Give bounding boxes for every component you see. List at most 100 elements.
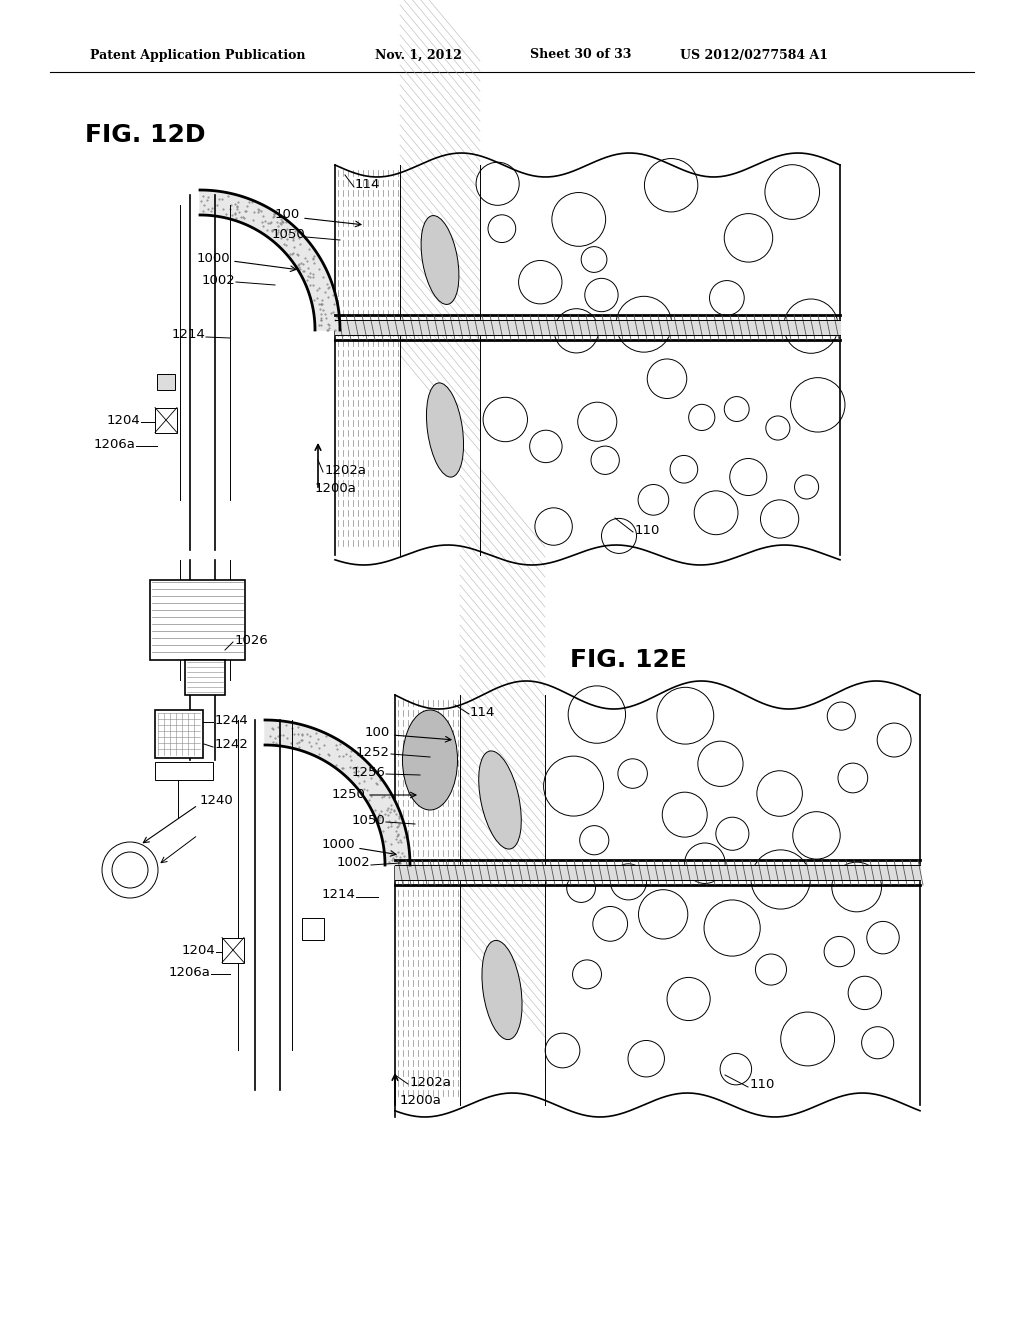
Circle shape [730, 458, 767, 495]
Text: 1050: 1050 [351, 813, 385, 826]
Ellipse shape [421, 215, 459, 305]
Text: Patent Application Publication: Patent Application Publication [90, 49, 305, 62]
Circle shape [685, 843, 725, 883]
Circle shape [756, 954, 786, 985]
Circle shape [751, 850, 810, 909]
Circle shape [861, 1027, 894, 1059]
Text: 114: 114 [470, 705, 496, 718]
Circle shape [716, 817, 749, 850]
Ellipse shape [426, 383, 464, 477]
Text: 1244: 1244 [215, 714, 249, 726]
Text: 1000: 1000 [197, 252, 230, 264]
Circle shape [783, 300, 838, 354]
Polygon shape [335, 319, 840, 335]
Circle shape [766, 416, 790, 440]
Circle shape [663, 792, 708, 837]
Text: 1214: 1214 [171, 329, 205, 342]
Circle shape [529, 430, 562, 462]
Circle shape [582, 247, 607, 272]
FancyBboxPatch shape [155, 710, 203, 758]
Text: Nov. 1, 2012: Nov. 1, 2012 [375, 49, 462, 62]
Text: 1214: 1214 [322, 888, 355, 902]
Circle shape [795, 475, 818, 499]
Text: 1252: 1252 [356, 746, 390, 759]
Circle shape [535, 508, 572, 545]
Circle shape [780, 1012, 835, 1065]
Polygon shape [480, 165, 840, 554]
Text: 114: 114 [355, 178, 380, 191]
Text: 100: 100 [274, 209, 300, 222]
Circle shape [639, 890, 688, 939]
Text: 1200a: 1200a [400, 1093, 442, 1106]
Circle shape [483, 397, 527, 442]
Text: 1200a: 1200a [315, 482, 357, 495]
Polygon shape [200, 190, 340, 330]
Text: 1002: 1002 [336, 857, 370, 870]
Circle shape [697, 741, 743, 787]
Polygon shape [460, 696, 545, 1105]
Polygon shape [335, 165, 400, 554]
Polygon shape [395, 696, 460, 1105]
Text: US 2012/0277584 A1: US 2012/0277584 A1 [680, 49, 828, 62]
Text: 1202a: 1202a [325, 463, 367, 477]
Circle shape [617, 759, 647, 788]
Text: 1002: 1002 [202, 273, 234, 286]
Text: FIG. 12D: FIG. 12D [85, 123, 206, 147]
Text: 1202a: 1202a [410, 1076, 452, 1089]
Text: 100: 100 [365, 726, 390, 738]
Circle shape [554, 309, 598, 352]
Text: Sheet 30 of 33: Sheet 30 of 33 [530, 49, 632, 62]
Text: 1206a: 1206a [168, 965, 210, 978]
Polygon shape [265, 719, 410, 865]
Circle shape [720, 1053, 752, 1085]
Circle shape [102, 842, 158, 898]
Circle shape [705, 900, 760, 956]
Ellipse shape [402, 710, 458, 810]
FancyBboxPatch shape [150, 579, 245, 660]
FancyBboxPatch shape [157, 374, 175, 389]
Circle shape [824, 936, 854, 966]
Text: 1026: 1026 [234, 634, 268, 647]
Circle shape [518, 260, 562, 304]
FancyBboxPatch shape [302, 917, 324, 940]
Text: 1000: 1000 [322, 838, 355, 851]
Polygon shape [545, 696, 920, 1105]
Circle shape [866, 921, 899, 954]
Text: 1250: 1250 [331, 788, 365, 801]
Circle shape [724, 214, 773, 263]
Text: 1204: 1204 [181, 944, 215, 957]
FancyBboxPatch shape [222, 937, 244, 962]
FancyBboxPatch shape [185, 660, 225, 696]
Text: FIG. 12E: FIG. 12E [570, 648, 687, 672]
Circle shape [765, 165, 819, 219]
Circle shape [488, 215, 516, 243]
Circle shape [689, 404, 715, 430]
Circle shape [610, 863, 646, 900]
Circle shape [838, 763, 867, 793]
Circle shape [544, 756, 603, 816]
Circle shape [667, 977, 711, 1020]
Circle shape [831, 862, 882, 912]
Polygon shape [400, 165, 480, 554]
Text: 1240: 1240 [200, 793, 233, 807]
Text: 1050: 1050 [271, 228, 305, 242]
Circle shape [791, 378, 845, 432]
Text: 1204: 1204 [106, 413, 140, 426]
Text: 110: 110 [635, 524, 660, 536]
Circle shape [670, 455, 697, 483]
Circle shape [476, 162, 519, 206]
Ellipse shape [478, 751, 521, 849]
Circle shape [566, 874, 596, 903]
Circle shape [545, 1034, 580, 1068]
Circle shape [552, 193, 605, 247]
Text: 110: 110 [750, 1078, 775, 1092]
Circle shape [761, 500, 799, 539]
Text: 1242: 1242 [215, 738, 249, 751]
Circle shape [848, 977, 882, 1010]
Circle shape [616, 296, 672, 352]
Circle shape [793, 812, 841, 859]
Circle shape [694, 491, 738, 535]
Circle shape [591, 446, 620, 474]
Circle shape [568, 686, 626, 743]
Circle shape [644, 158, 697, 213]
